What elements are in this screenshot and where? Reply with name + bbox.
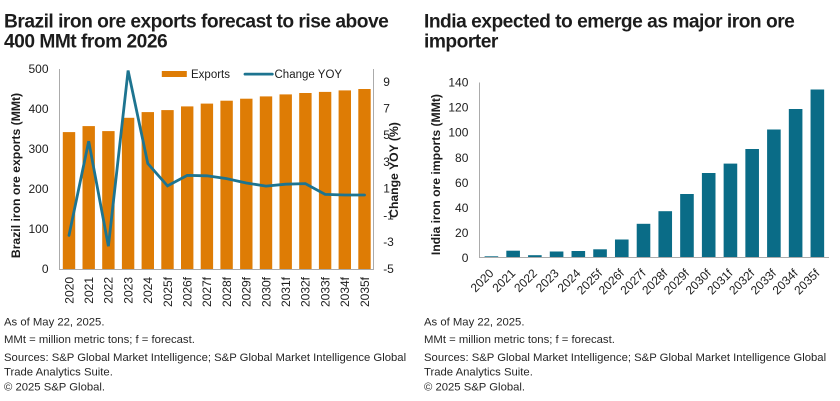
svg-text:MMt = million metric tons; f =: MMt = million metric tons; f = forecast. — [424, 334, 615, 346]
svg-text:2021: 2021 — [489, 266, 518, 295]
svg-text:60: 60 — [455, 176, 469, 190]
svg-text:400: 400 — [28, 102, 48, 116]
svg-text:80: 80 — [455, 151, 469, 165]
svg-text:2029f: 2029f — [240, 276, 254, 307]
svg-text:-5: -5 — [383, 262, 394, 276]
svg-text:2020: 2020 — [468, 266, 497, 295]
svg-text:2024: 2024 — [141, 277, 155, 304]
svg-text:-1: -1 — [383, 208, 394, 222]
svg-text:Change YOY (%): Change YOY (%) — [387, 122, 401, 218]
svg-text:500: 500 — [28, 62, 48, 76]
svg-text:Sources: S&P Global Market Int: Sources: S&P Global Market Intelligence;… — [424, 352, 826, 364]
svg-text:200: 200 — [28, 182, 48, 196]
svg-text:Exports: Exports — [191, 69, 230, 81]
svg-text:Trade Analytics Suite.: Trade Analytics Suite. — [4, 367, 113, 379]
svg-text:2028f: 2028f — [220, 276, 234, 307]
svg-text:Trade Analytics Suite.: Trade Analytics Suite. — [424, 367, 533, 379]
svg-text:© 2025 S&P Global.: © 2025 S&P Global. — [4, 382, 105, 394]
svg-text:100: 100 — [448, 126, 468, 140]
svg-text:-3: -3 — [383, 235, 394, 249]
svg-text:7: 7 — [383, 102, 390, 116]
svg-text:2030f: 2030f — [259, 276, 273, 307]
svg-text:300: 300 — [28, 142, 48, 156]
svg-text:As of May 22, 2025.: As of May 22, 2025. — [424, 317, 524, 329]
svg-text:importer: importer — [424, 31, 499, 52]
svg-text:Sources: S&P Global Market Int: Sources: S&P Global Market Intelligence;… — [4, 352, 406, 364]
svg-text:2027f: 2027f — [200, 276, 214, 307]
svg-text:Brazil iron ore exports foreca: Brazil iron ore exports forecast to rise… — [4, 11, 389, 32]
svg-text:5: 5 — [383, 128, 390, 142]
svg-text:40: 40 — [455, 201, 469, 215]
svg-text:2034f: 2034f — [338, 276, 352, 307]
svg-text:India iron ore imports (MMt): India iron ore imports (MMt) — [429, 94, 443, 255]
svg-text:2031f: 2031f — [279, 276, 293, 307]
svg-text:2025f: 2025f — [161, 276, 175, 307]
svg-text:100: 100 — [28, 222, 48, 236]
svg-text:2022: 2022 — [102, 277, 116, 304]
svg-text:2033f: 2033f — [318, 276, 332, 307]
svg-text:9: 9 — [383, 75, 390, 89]
svg-text:400 MMt from 2026: 400 MMt from 2026 — [4, 31, 167, 52]
svg-text:2020: 2020 — [62, 277, 76, 304]
svg-text:© 2025 S&P Global.: © 2025 S&P Global. — [424, 382, 525, 394]
svg-text:Change YOY: Change YOY — [275, 69, 343, 81]
svg-text:2023: 2023 — [533, 266, 562, 295]
svg-text:20: 20 — [455, 226, 469, 240]
svg-text:2035f: 2035f — [358, 276, 372, 307]
svg-text:As of May 22, 2025.: As of May 22, 2025. — [4, 317, 104, 329]
svg-text:MMt = million metric tons; f =: MMt = million metric tons; f = forecast. — [4, 334, 195, 346]
svg-text:2021: 2021 — [82, 277, 96, 304]
svg-text:0: 0 — [462, 251, 469, 265]
svg-text:140: 140 — [448, 76, 468, 90]
svg-text:0: 0 — [42, 262, 49, 276]
svg-text:2022: 2022 — [511, 266, 540, 295]
svg-text:2026f: 2026f — [181, 276, 195, 307]
svg-text:3: 3 — [383, 155, 390, 169]
svg-text:1: 1 — [383, 182, 390, 196]
svg-text:2035f: 2035f — [791, 266, 823, 298]
svg-text:120: 120 — [448, 101, 468, 115]
svg-text:2032f: 2032f — [299, 276, 313, 307]
svg-text:2023: 2023 — [121, 277, 135, 304]
svg-text:India expected to emerge as ma: India expected to emerge as major iron o… — [424, 11, 795, 32]
svg-text:Brazil iron ore exports (MMt): Brazil iron ore exports (MMt) — [9, 93, 23, 258]
